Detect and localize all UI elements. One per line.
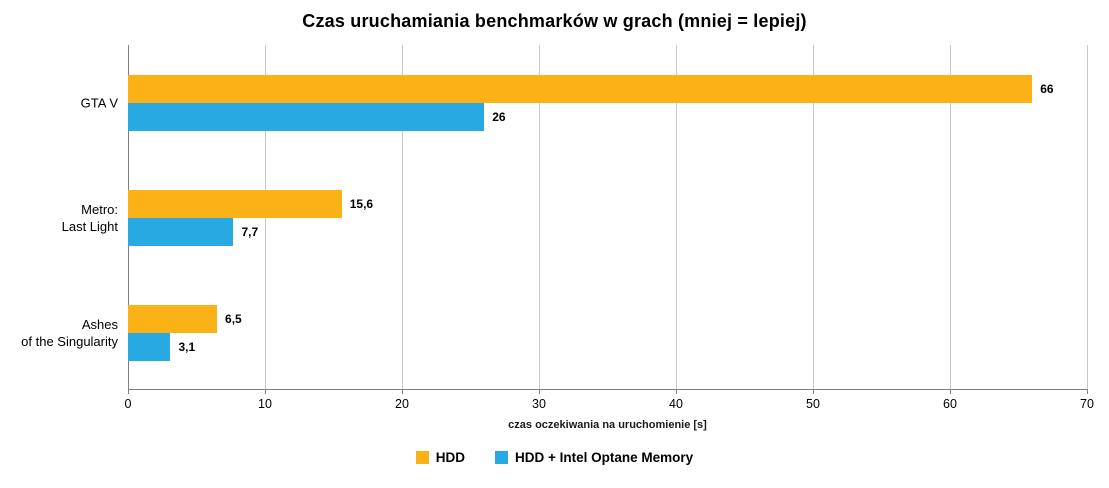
plot-area: 0 10 20 30 40 50 60 70 66 26 15,6 7,7 6,5 3,1 bbox=[125, 45, 1094, 411]
bar-series-1-category-1: 7,7 bbox=[128, 217, 258, 246]
bar-value-label: 26 bbox=[492, 109, 506, 124]
y-category-label-line: Ashes bbox=[81, 316, 118, 332]
legend-item-1: HDD + Intel Optane Memory bbox=[495, 450, 693, 465]
bar-value-label: 66 bbox=[1040, 81, 1054, 96]
x-tick-label: 60 bbox=[943, 397, 957, 411]
x-tick bbox=[539, 389, 540, 394]
bar-series-1-category-0: 26 bbox=[128, 102, 506, 131]
y-category-label: GTA V bbox=[0, 94, 118, 111]
x-tick bbox=[950, 389, 951, 394]
legend: HDD HDD + Intel Optane Memory bbox=[0, 450, 1109, 465]
gridline bbox=[676, 45, 677, 389]
y-category-label-line: of the Singularity bbox=[21, 333, 118, 349]
bar-series-0-category-2: 6,5 bbox=[128, 304, 242, 333]
bar-value-label: 3,1 bbox=[178, 339, 196, 354]
bar-series-0-category-1: 15,6 bbox=[128, 189, 373, 218]
x-tick-label: 70 bbox=[1080, 397, 1094, 411]
x-tick-label: 40 bbox=[669, 397, 683, 411]
bar-value-label: 6,5 bbox=[225, 311, 242, 326]
x-tick-label: 0 bbox=[124, 397, 132, 411]
gridline bbox=[1087, 45, 1088, 389]
x-tick bbox=[265, 389, 266, 394]
x-tick-label: 10 bbox=[258, 397, 272, 411]
legend-swatch-icon bbox=[495, 451, 509, 464]
x-tick-label: 50 bbox=[806, 397, 820, 411]
x-tick-label: 30 bbox=[532, 397, 546, 411]
x-tick bbox=[402, 389, 403, 394]
y-category-label: Ashes of the Singularity bbox=[0, 316, 118, 350]
chart-title: Czas uruchamiania benchmarków w grach (m… bbox=[302, 11, 807, 31]
y-category-label: Metro: Last Light bbox=[0, 201, 118, 235]
gridline bbox=[950, 45, 951, 389]
gridline bbox=[402, 45, 403, 389]
bar-value-label: 7,7 bbox=[241, 224, 259, 239]
legend-item-0: HDD bbox=[415, 450, 466, 465]
bar-value-label: 15,6 bbox=[349, 196, 374, 211]
legend-label: HDD + Intel Optane Memory bbox=[515, 450, 694, 465]
x-tick bbox=[676, 389, 677, 394]
y-category-label-line: Metro: bbox=[81, 201, 118, 217]
bar-series-1-category-2: 3,1 bbox=[128, 332, 195, 361]
gridline bbox=[539, 45, 540, 389]
x-tick bbox=[813, 389, 814, 394]
y-category-label-line: GTA V bbox=[80, 95, 118, 110]
x-tick bbox=[128, 389, 129, 394]
legend-swatch-icon bbox=[415, 451, 429, 464]
bar-series-0-category-0: 66 bbox=[128, 74, 1054, 103]
x-tick bbox=[1087, 389, 1088, 394]
gridline bbox=[813, 45, 814, 389]
x-axis-title: czas oczekiwania na uruchomienie [s] bbox=[508, 419, 707, 431]
x-tick-label: 20 bbox=[395, 397, 409, 411]
y-category-label-line: Last Light bbox=[61, 218, 118, 234]
legend-label: HDD bbox=[435, 450, 466, 465]
